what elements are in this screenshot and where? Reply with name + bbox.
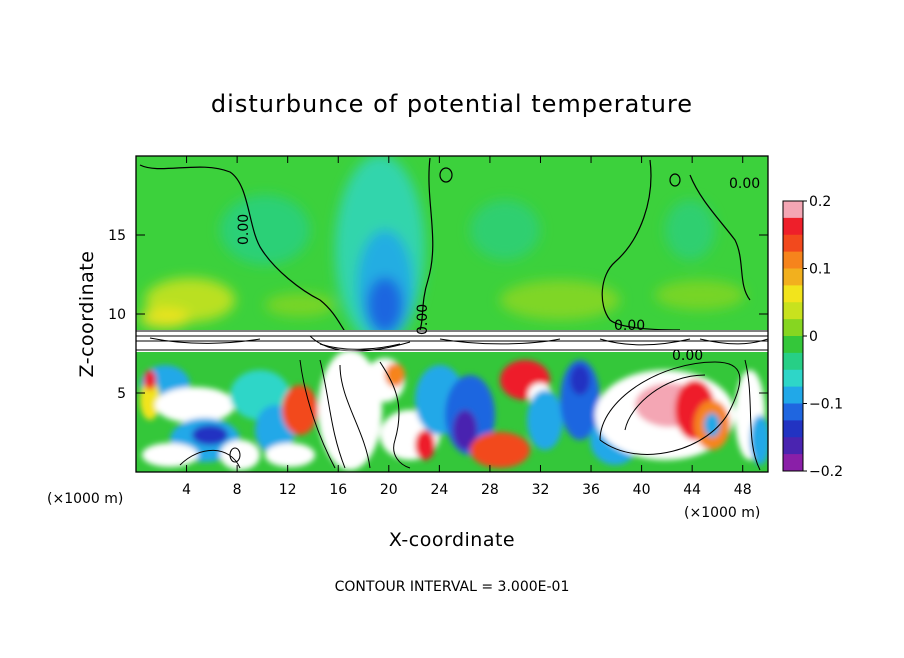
colorbar-tick-label: 0.2 (809, 194, 831, 210)
colorbar-segment (783, 403, 803, 421)
colorbar-segment (783, 201, 803, 219)
contour-label: 0.00 (415, 304, 431, 335)
contour-label: 0.00 (729, 176, 760, 192)
x-tick-label: 28 (481, 482, 499, 498)
contour-label-group: 0.00 0.00 0.00 0.00 0.00 (236, 176, 760, 364)
colorbar-segment (783, 319, 803, 337)
colorbar-segment (783, 336, 803, 354)
x-tick-label: 20 (380, 482, 398, 498)
colorbar-segment (783, 420, 803, 438)
y-tick-label: 5 (117, 386, 126, 402)
x-tick-label: 8 (233, 482, 242, 498)
colorbar-segment (783, 217, 803, 236)
field-upper-patches (140, 156, 745, 345)
x-unit-right: (×1000 m) (684, 505, 760, 521)
y-axis-label: Z-coordinate (76, 251, 98, 378)
y-axis: 5 10 15 (108, 228, 768, 402)
chart-title: disturbunce of potential temperature (211, 90, 693, 118)
colorbar: 0.2 0.1 0 −0.1 −0.2 (782, 194, 843, 480)
x-tick-label: 16 (329, 482, 347, 498)
plot-area (136, 156, 768, 472)
colorbar-segment (783, 386, 803, 404)
contour-label: 0.00 (236, 214, 252, 245)
x-tick-label: 4 (182, 482, 191, 498)
colorbar-tick-label: −0.2 (809, 464, 843, 480)
x-tick-label: 24 (430, 482, 448, 498)
colorbar-segment (783, 251, 803, 269)
colorbar-segment (783, 437, 803, 455)
field-lower-patches (140, 350, 768, 470)
colorbar-segment (783, 369, 803, 388)
x-tick-label: 48 (734, 482, 752, 498)
contour-label: 0.00 (614, 318, 645, 334)
y-tick-label: 15 (108, 228, 126, 244)
colorbar-segment (783, 454, 803, 472)
colorbar-segment (783, 352, 803, 371)
contour-interval-note: CONTOUR INTERVAL = 3.000E-01 (335, 579, 570, 595)
contour-label: 0.00 (672, 348, 703, 364)
colorbar-segment (783, 285, 803, 303)
x-tick-label: 44 (683, 482, 701, 498)
colorbar-segment (783, 268, 803, 286)
colorbar-tick-label: 0 (809, 329, 818, 345)
colorbar-segment (783, 234, 803, 253)
x-axis: 4 8 12 16 20 24 28 32 36 40 44 48 (182, 156, 752, 498)
colorbar-tick-label: −0.1 (809, 397, 843, 413)
y-tick-label: 10 (108, 307, 126, 323)
colorbar-tick-label: 0.1 (809, 262, 831, 278)
x-tick-label: 40 (633, 482, 651, 498)
x-tick-label: 12 (279, 482, 297, 498)
upper-contours (139, 157, 751, 337)
x-tick-label: 36 (582, 482, 600, 498)
colorbar-segment (783, 302, 803, 320)
x-unit-left: (×1000 m) (47, 491, 123, 507)
x-axis-label: X-coordinate (389, 529, 515, 551)
x-tick-label: 32 (532, 482, 550, 498)
lower-contours (179, 359, 761, 471)
